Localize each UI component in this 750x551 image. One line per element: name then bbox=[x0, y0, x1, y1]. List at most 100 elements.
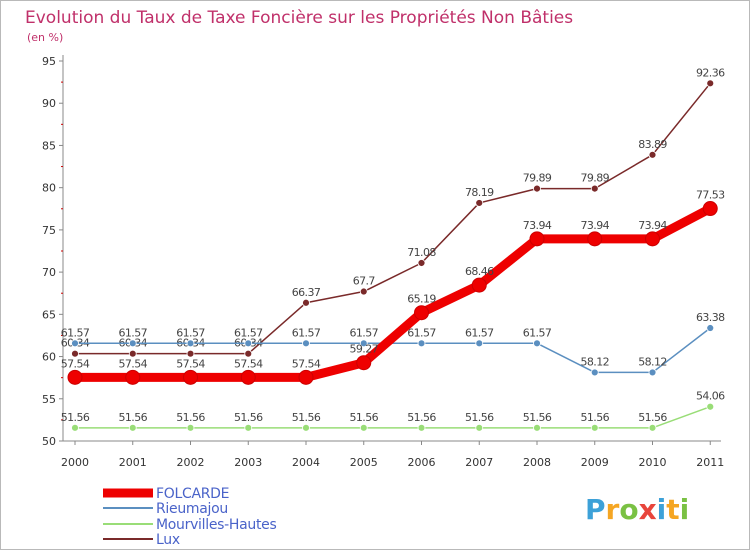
data-label: 51.56 bbox=[119, 411, 148, 424]
data-point bbox=[244, 339, 253, 348]
data-label: 61.57 bbox=[61, 326, 90, 339]
data-point bbox=[302, 339, 310, 348]
data-label: 51.56 bbox=[638, 411, 667, 424]
data-point bbox=[186, 339, 195, 348]
data-point bbox=[359, 423, 368, 432]
x-tick-label: 2005 bbox=[350, 456, 378, 469]
data-label: 59.27 bbox=[350, 343, 379, 356]
data-label: 57.54 bbox=[176, 357, 205, 370]
x-tick-label: 2010 bbox=[639, 456, 667, 469]
data-point bbox=[587, 231, 603, 247]
data-point bbox=[706, 324, 715, 332]
data-point bbox=[71, 349, 79, 358]
data-point bbox=[648, 423, 657, 432]
y-tick-label: 65 bbox=[42, 308, 56, 321]
data-label: 79.89 bbox=[523, 172, 552, 185]
x-tick-label: 2000 bbox=[61, 456, 89, 469]
data-point bbox=[706, 402, 715, 411]
logo-letter: t bbox=[666, 493, 679, 526]
x-tick-label: 2008 bbox=[523, 456, 551, 469]
data-point bbox=[186, 423, 195, 432]
legend-label: FOLCARDE bbox=[156, 486, 229, 502]
data-label: 51.56 bbox=[350, 411, 379, 424]
x-tick-label: 2011 bbox=[696, 456, 724, 469]
data-label: 61.57 bbox=[292, 326, 321, 339]
data-label: 57.54 bbox=[292, 357, 321, 370]
data-point bbox=[533, 339, 541, 348]
data-label: 51.56 bbox=[407, 411, 436, 424]
data-label: 83.89 bbox=[638, 138, 667, 151]
data-label: 58.12 bbox=[581, 355, 610, 368]
legend-label: Rieumajou bbox=[156, 501, 228, 517]
data-point bbox=[356, 355, 372, 371]
data-label: 61.57 bbox=[234, 326, 263, 339]
data-point bbox=[359, 287, 368, 296]
x-tick-label: 2002 bbox=[177, 456, 205, 469]
data-point bbox=[590, 184, 599, 193]
x-tick-label: 2001 bbox=[119, 456, 147, 469]
data-label: 78.19 bbox=[465, 186, 494, 199]
data-point bbox=[590, 423, 599, 432]
logo-letter: i bbox=[680, 493, 690, 526]
data-point bbox=[417, 423, 426, 432]
legend-label: Mourvilles-Hautes bbox=[156, 517, 276, 533]
data-point bbox=[706, 79, 715, 88]
data-label: 61.57 bbox=[465, 326, 494, 339]
series-line bbox=[70, 204, 715, 382]
x-tick-label: 2006 bbox=[408, 456, 436, 469]
data-point bbox=[533, 184, 541, 193]
data-point bbox=[302, 298, 310, 307]
proxiti-logo: Proxiti bbox=[585, 493, 689, 526]
logo-letter: r bbox=[606, 493, 620, 526]
data-label: 61.57 bbox=[350, 326, 379, 339]
data-point bbox=[475, 339, 484, 348]
logo-letter: P bbox=[585, 493, 606, 526]
data-label: 57.54 bbox=[234, 357, 263, 370]
data-point bbox=[648, 368, 657, 377]
data-point bbox=[529, 231, 545, 247]
data-label: 61.57 bbox=[176, 326, 205, 339]
data-point bbox=[414, 305, 429, 321]
axes: 50 55 60 65 70 75 80 85 90 95 2000 2001 2002 2003 2004… bbox=[42, 55, 724, 469]
data-point bbox=[702, 201, 718, 217]
data-label: 61.57 bbox=[523, 326, 552, 339]
x-tick-label: 2003 bbox=[234, 456, 262, 469]
logo-letter: x bbox=[639, 493, 657, 526]
data-label: 51.56 bbox=[234, 411, 263, 424]
data-point bbox=[648, 150, 657, 159]
y-tick-label: 80 bbox=[42, 182, 56, 195]
series-line bbox=[74, 405, 711, 429]
data-label: 51.56 bbox=[465, 411, 494, 424]
data-label: 79.89 bbox=[581, 172, 610, 185]
chart-subtitle: (en %) bbox=[27, 31, 63, 44]
x-tick-label: 2007 bbox=[465, 456, 493, 469]
data-point bbox=[244, 349, 253, 358]
data-label: 65.19 bbox=[407, 293, 436, 306]
data-point bbox=[71, 423, 79, 432]
data-label: 77.53 bbox=[696, 189, 725, 202]
data-point bbox=[475, 423, 484, 432]
y-tick-label: 90 bbox=[42, 97, 56, 110]
series-layer: 60.3460.3460.3460.3466.3767.771.0878.197… bbox=[61, 66, 726, 432]
legend-label: Lux bbox=[156, 532, 180, 548]
data-label: 92.36 bbox=[696, 66, 725, 79]
data-label: 67.7 bbox=[353, 275, 376, 288]
data-point bbox=[533, 423, 541, 432]
logo-letter: i bbox=[657, 493, 667, 526]
data-label: 51.56 bbox=[176, 411, 205, 424]
data-point bbox=[471, 277, 487, 293]
data-label: 73.94 bbox=[523, 219, 552, 232]
data-point bbox=[186, 349, 195, 358]
y-tick-label: 70 bbox=[42, 266, 56, 279]
data-point bbox=[590, 368, 599, 377]
data-point bbox=[298, 369, 314, 385]
data-label: 71.08 bbox=[407, 246, 436, 259]
data-label: 73.94 bbox=[581, 219, 610, 232]
data-point bbox=[645, 231, 660, 247]
data-point bbox=[125, 369, 141, 385]
data-label: 66.37 bbox=[292, 286, 321, 299]
data-point bbox=[302, 423, 310, 432]
data-label: 51.56 bbox=[292, 411, 321, 424]
data-point bbox=[128, 339, 137, 348]
